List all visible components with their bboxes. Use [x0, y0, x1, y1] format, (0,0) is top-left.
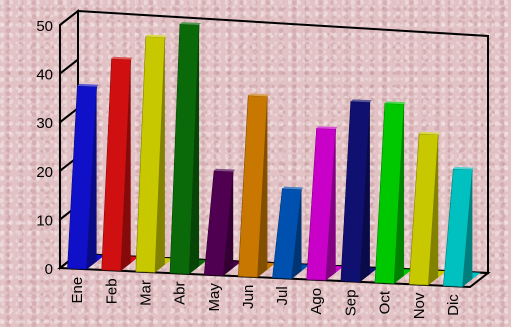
- x-axis-labels: Ene Feb Mar Abr May Jun Jul Ago Sep Oct Nov Dic: [69, 277, 462, 319]
- bar-dic: [443, 166, 481, 288]
- x-tick-label: Jul: [274, 286, 291, 305]
- bar-top: [111, 56, 133, 60]
- bar-feb: [101, 56, 139, 272]
- x-tick-label: Ago: [308, 288, 325, 315]
- bar-top: [316, 126, 338, 130]
- bar-top: [77, 83, 99, 87]
- y-tick-mark: [59, 107, 79, 123]
- bar-jun: [237, 93, 276, 278]
- x-tick-label: Jun: [240, 285, 257, 309]
- bar-top: [350, 99, 372, 103]
- bar-side: [189, 25, 200, 274]
- bar-side: [360, 102, 370, 282]
- bar-side: [428, 134, 439, 286]
- y-tick-mark: [59, 58, 79, 75]
- bar-top: [179, 22, 202, 25]
- x-tick-label: Feb: [103, 278, 120, 304]
- x-tick-label: Nov: [411, 292, 428, 319]
- bars: [67, 22, 481, 288]
- y-tick-mark: [59, 10, 79, 26]
- y-tick-label: 0: [45, 261, 53, 278]
- bar-side: [86, 86, 97, 270]
- x-tick-label: May: [206, 283, 223, 312]
- bar-side: [120, 59, 131, 271]
- bar-side: [223, 171, 234, 276]
- bar-top: [248, 93, 270, 97]
- x-tick-label: Abr: [172, 281, 189, 304]
- y-tick-label: 30: [36, 115, 53, 132]
- y-tick-label: 20: [36, 164, 53, 181]
- x-tick-label: Ene: [69, 277, 86, 304]
- bar-side: [462, 169, 473, 287]
- x-tick-label: Dic: [445, 294, 462, 316]
- bar-side: [291, 189, 302, 279]
- bar-top: [384, 101, 406, 105]
- y-tick-label: 40: [36, 67, 53, 84]
- bar-ene: [67, 83, 105, 270]
- bar-ago: [306, 126, 344, 281]
- bar-jul: [272, 186, 310, 280]
- bar-nov: [408, 131, 447, 286]
- bar-top: [145, 34, 167, 38]
- bar-sep: [340, 99, 378, 283]
- bar-side: [257, 96, 268, 278]
- bar-top: [453, 166, 475, 170]
- bar-top: [214, 168, 236, 172]
- y-tick-label: 50: [36, 18, 53, 35]
- y-tick-label: 10: [36, 212, 53, 229]
- bar-mar: [135, 34, 173, 273]
- bar-side: [394, 104, 404, 284]
- bar-may: [203, 168, 242, 276]
- x-tick-label: Oct: [377, 290, 394, 314]
- x-tick-label: Mar: [137, 280, 154, 306]
- bar-abr: [169, 22, 208, 275]
- bar-top: [282, 186, 304, 190]
- bar-oct: [374, 101, 413, 284]
- bar-side: [325, 129, 336, 281]
- bar-top: [419, 131, 441, 135]
- bar-side: [155, 37, 165, 273]
- x-tick-label: Sep: [342, 290, 359, 317]
